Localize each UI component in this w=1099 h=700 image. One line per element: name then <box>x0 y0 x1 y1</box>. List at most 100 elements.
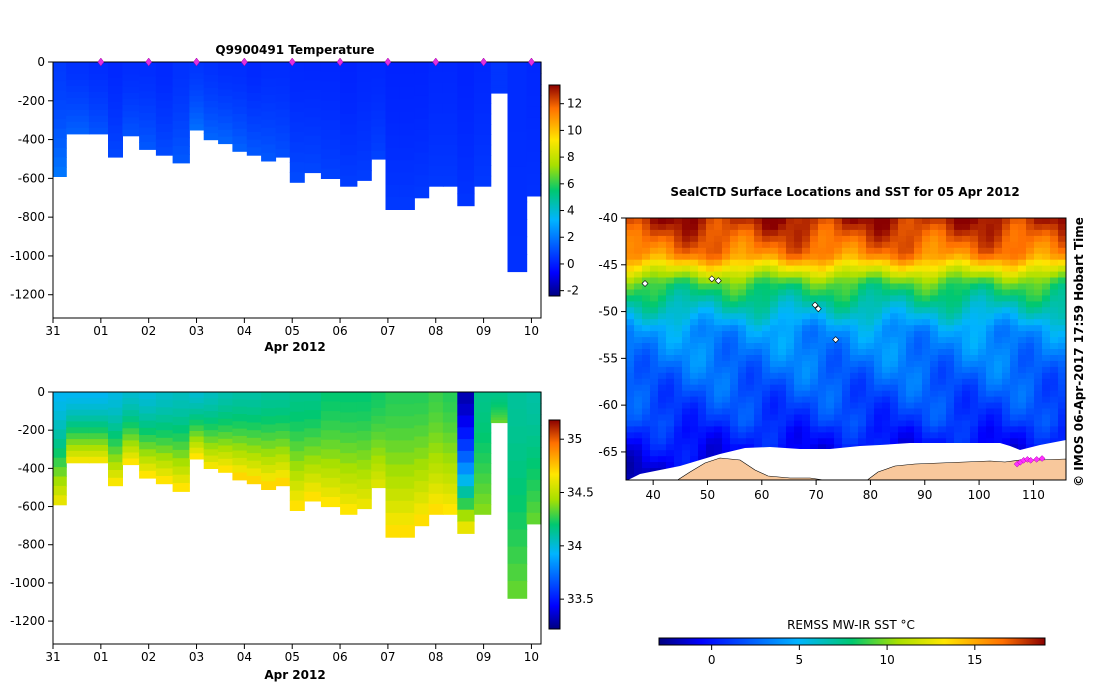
sst-cell <box>730 390 739 398</box>
section-cell <box>155 445 174 454</box>
sst-cell <box>666 235 675 243</box>
sst-cell <box>722 301 731 308</box>
section-cell <box>275 477 291 487</box>
sst-cell <box>634 224 643 231</box>
sst-cell <box>698 432 707 439</box>
section-cell <box>371 78 387 87</box>
section-cell <box>203 133 219 141</box>
seal-position <box>1033 456 1041 463</box>
section-cell <box>320 401 341 412</box>
sst-cell <box>1042 271 1051 279</box>
sst-cell <box>722 331 731 338</box>
section-cell <box>122 398 140 405</box>
sst-cell <box>986 301 995 308</box>
sst-cell <box>706 414 715 421</box>
sst-cell <box>826 349 835 356</box>
sst-cell <box>682 414 691 421</box>
sst-cell <box>778 307 787 314</box>
sst-cell <box>962 265 971 273</box>
sst-cell <box>826 426 835 433</box>
section-cell <box>88 121 109 129</box>
section-cell <box>507 392 528 410</box>
section-cell <box>139 442 157 450</box>
sst-cell <box>922 402 931 410</box>
sst-cell <box>826 253 835 261</box>
sst-cell <box>906 289 915 296</box>
sst-cell <box>834 277 843 284</box>
sst-cell <box>818 343 827 350</box>
section-cell <box>261 152 277 162</box>
sst-cell <box>690 224 699 231</box>
sst-cell <box>666 331 675 338</box>
sst-cell <box>770 420 779 427</box>
sst-cell <box>650 432 659 439</box>
section-cell <box>289 62 305 73</box>
section-cell <box>232 143 248 152</box>
sst-cell <box>754 414 763 421</box>
sst-cell <box>754 265 763 273</box>
sst-cell <box>706 432 715 439</box>
section-cell <box>108 125 123 134</box>
sst-cell <box>810 253 819 261</box>
sst-cell <box>1034 313 1043 320</box>
sst-cell <box>626 402 635 410</box>
sst-cell <box>826 289 835 296</box>
sst-cell <box>850 396 859 404</box>
section-cell <box>340 72 358 84</box>
sst-cell <box>802 355 811 362</box>
section-cell <box>218 75 234 83</box>
section-cell <box>275 423 291 432</box>
salinity-x-ticks: 31 01 02 03 04 05 06 07 08 09 10 <box>45 644 539 664</box>
sst-cell <box>786 283 795 290</box>
sst-cell <box>786 301 795 308</box>
sst-cell <box>954 396 963 404</box>
section-cell <box>108 446 123 455</box>
sst-cell <box>858 402 867 410</box>
colorbar-tick-label: 2 <box>567 230 575 244</box>
section-cell <box>189 73 205 80</box>
section-cell <box>414 403 430 415</box>
sst-cell <box>850 378 859 386</box>
section-cell <box>474 93 492 104</box>
sst-cell <box>762 355 771 362</box>
sst-cell <box>762 372 771 380</box>
section-cell <box>189 118 205 125</box>
sst-cell <box>1034 426 1043 433</box>
sst-cell <box>674 402 683 410</box>
section-cell <box>108 77 123 87</box>
sst-cell <box>746 432 755 439</box>
sst-cell <box>970 307 979 314</box>
sst-cell <box>642 378 651 386</box>
sst-cell <box>626 241 635 249</box>
sst-cell <box>1002 307 1011 314</box>
section-cell <box>203 404 219 412</box>
sst-cell <box>994 271 1003 279</box>
sst-cell <box>698 366 707 374</box>
sst-cell <box>746 229 755 237</box>
sst-cell <box>650 378 659 386</box>
section-cell <box>399 464 415 478</box>
sst-cell <box>1058 432 1066 439</box>
sst-cell <box>986 307 995 314</box>
section-cell <box>356 450 372 461</box>
section-cell <box>108 133 123 142</box>
sst-cell <box>1042 426 1051 433</box>
sst-cell <box>1026 355 1035 362</box>
section-cell <box>320 168 341 179</box>
sst-cell <box>898 229 907 237</box>
section-cell <box>399 172 415 186</box>
sst-cell <box>698 438 707 445</box>
sst-cell <box>738 313 747 320</box>
sst-cell <box>746 283 755 290</box>
sst-cell <box>978 235 987 243</box>
section-cell <box>88 115 109 123</box>
sst-cell <box>658 444 667 451</box>
sst-cell <box>866 349 875 356</box>
sst-cell <box>682 271 691 279</box>
sst-cell <box>818 325 827 332</box>
sst-cell <box>738 325 747 332</box>
sst-cell <box>706 360 715 368</box>
sst-cell <box>666 224 675 231</box>
section-cell <box>507 96 528 115</box>
sst-cell <box>682 325 691 332</box>
